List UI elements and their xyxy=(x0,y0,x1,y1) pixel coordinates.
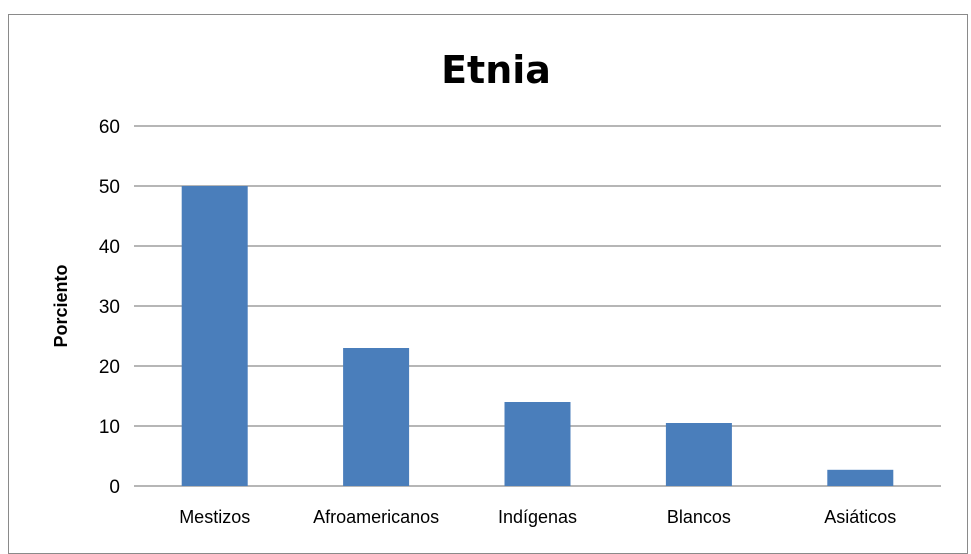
x-tick-label: Mestizos xyxy=(179,507,250,527)
bar-afroamericanos xyxy=(343,348,410,486)
x-tick-label: Indígenas xyxy=(498,507,577,527)
bar-blancos xyxy=(665,423,732,486)
y-tick-label: 40 xyxy=(99,237,120,258)
bars xyxy=(181,186,894,486)
y-tick-labels: 0 10 20 30 40 50 60 xyxy=(99,117,120,498)
x-tick-labels: Mestizos Afroamericanos Indígenas Blancos As… xyxy=(179,507,896,527)
y-axis-label: Porciento xyxy=(51,264,71,347)
y-tick-label: 0 xyxy=(109,477,120,498)
chart-frame xyxy=(8,14,968,554)
y-tick-label: 20 xyxy=(99,357,120,378)
chart-title: Etnia xyxy=(441,48,551,92)
x-tick-label: Afroamericanos xyxy=(313,507,439,527)
y-tick-label: 50 xyxy=(99,177,120,198)
x-tick-label: Asiáticos xyxy=(824,507,896,527)
y-tick-label: 30 xyxy=(99,297,120,318)
bar-chart: Etnia Porciento 0 10 20 30 40 50 60 Mestizos Af… xyxy=(51,48,941,527)
gridlines xyxy=(134,125,941,487)
bar-mestizos xyxy=(181,186,248,486)
x-tick-label: Blancos xyxy=(667,507,731,527)
y-tick-label: 60 xyxy=(99,117,120,138)
bar-asiáticos xyxy=(827,469,894,486)
y-tick-label: 10 xyxy=(99,417,120,438)
bar-indígenas xyxy=(504,402,571,486)
